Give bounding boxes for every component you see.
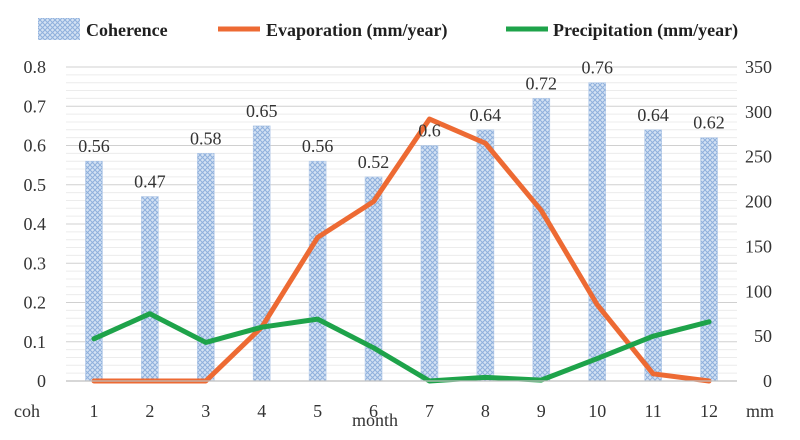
right-tick-label: 0	[763, 371, 772, 391]
coherence-bar	[588, 82, 607, 382]
x-tick-label: 2	[145, 401, 154, 421]
x-axis-title: month	[352, 410, 398, 430]
right-tick-label: 50	[754, 326, 772, 346]
left-tick-label: 0.1	[24, 332, 47, 352]
left-tick-label: 0.6	[24, 136, 47, 156]
x-tick-label: 5	[313, 401, 322, 421]
coherence-data-label: 0.56	[78, 136, 110, 156]
x-tick-label: 1	[89, 401, 98, 421]
coherence-bar	[308, 160, 327, 382]
coherence-data-label: 0.6	[418, 121, 441, 141]
coherence-bar	[141, 196, 159, 382]
gridlines	[66, 66, 737, 374]
right-tick-label: 300	[745, 102, 772, 122]
legend-label-evaporation: Evaporation (mm/year)	[266, 20, 447, 41]
coherence-bar	[85, 160, 103, 382]
coherence-bar	[644, 129, 662, 382]
coherence-data-label: 0.64	[637, 105, 669, 125]
coherence-bar	[196, 153, 215, 382]
right-axis-unit: mm	[746, 401, 774, 421]
legend-label-coherence: Coherence	[86, 20, 168, 40]
right-tick-label: 150	[745, 236, 772, 256]
axes: 00.10.20.30.40.50.60.70.8050100150200250…	[24, 57, 773, 421]
coherence-data-label: 0.64	[470, 105, 502, 125]
x-tick-label: 4	[257, 401, 266, 421]
left-tick-label: 0	[37, 371, 46, 391]
legend-swatch-coherence	[38, 18, 80, 40]
coherence-bar	[700, 137, 718, 382]
x-tick-label: 10	[588, 401, 606, 421]
coherence-data-label: 0.62	[693, 113, 725, 133]
data-labels: 0.56 0.47 0.58 0.65 0.56 0.52 0.6 0.64 0.72 0.76 0…	[78, 58, 725, 192]
coherence-data-label: 0.58	[190, 128, 222, 148]
coherence-data-label: 0.56	[302, 136, 334, 156]
coherence-bar	[420, 145, 439, 382]
x-tick-label: 9	[537, 401, 546, 421]
coherence-data-label: 0.72	[526, 73, 558, 93]
coherence-data-label: 0.76	[581, 58, 613, 78]
legend-label-precipitation: Precipitation (mm/year)	[553, 20, 738, 41]
right-tick-label: 250	[745, 147, 772, 167]
x-tick-label: 11	[644, 401, 661, 421]
coherence-bar	[476, 129, 495, 382]
left-tick-label: 0.3	[24, 253, 47, 273]
right-tick-label: 200	[745, 192, 772, 212]
x-tick-label: 7	[425, 401, 434, 421]
right-tick-label: 350	[745, 57, 772, 77]
precipitation-line	[91, 311, 712, 384]
x-tick-label: 6	[369, 401, 378, 421]
x-tick-label: 12	[700, 401, 718, 421]
left-tick-label: 0.7	[24, 96, 47, 116]
left-tick-label: 0.4	[24, 214, 47, 234]
coherence-bar	[252, 125, 271, 382]
coherence-bar	[532, 98, 551, 382]
coherence-data-label: 0.52	[358, 152, 390, 172]
left-tick-label: 0.5	[24, 175, 47, 195]
coherence-data-label: 0.65	[246, 101, 278, 121]
left-axis-unit: coh	[14, 401, 40, 421]
left-tick-label: 0.8	[24, 57, 47, 77]
x-tick-label: 8	[481, 401, 490, 421]
coherence-data-label: 0.47	[134, 172, 166, 192]
left-tick-label: 0.2	[24, 293, 47, 313]
legend: Coherence Evaporation (mm/year) Precipit…	[38, 18, 738, 41]
x-tick-label: 3	[201, 401, 210, 421]
right-tick-label: 100	[745, 281, 772, 301]
